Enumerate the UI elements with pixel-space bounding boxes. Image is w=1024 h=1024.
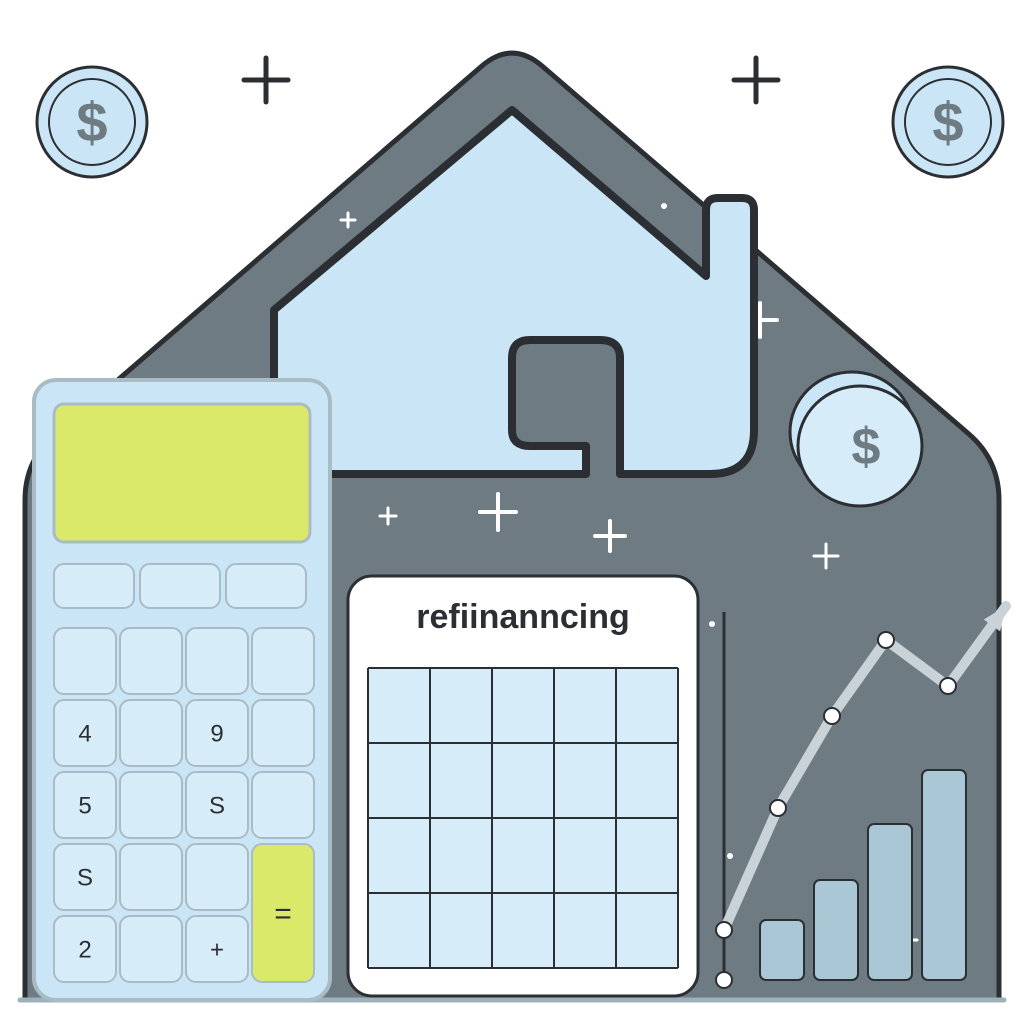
calculator-key-label: = xyxy=(274,898,292,931)
dollar-sign-icon: $ xyxy=(932,91,963,154)
calculator-button xyxy=(252,628,314,694)
dollar-sign-icon: $ xyxy=(852,418,881,476)
calculator-button xyxy=(252,700,314,766)
chart-marker xyxy=(770,800,786,816)
calculator-button xyxy=(54,628,116,694)
chart-marker xyxy=(824,708,840,724)
calculator: 4 9 5 S S 2 + = xyxy=(34,380,330,1000)
calculator-button xyxy=(226,564,306,608)
chart-marker xyxy=(716,922,732,938)
coin-top_right: $ xyxy=(893,67,1003,177)
chart-bar xyxy=(922,770,966,980)
calendar-card: refiinanncing xyxy=(348,576,698,996)
house-icon xyxy=(274,110,754,474)
calculator-key-label: + xyxy=(210,936,224,963)
calculator-button xyxy=(120,772,182,838)
calculator-button xyxy=(120,700,182,766)
calculator-button xyxy=(120,628,182,694)
refinancing-infographic: $ $ $4 9 5 S S 2 + = refiinanncing xyxy=(0,0,1024,1024)
calculator-button xyxy=(140,564,220,608)
calculator-key-label: 4 xyxy=(78,720,91,747)
calculator-button xyxy=(186,628,248,694)
chart-bar xyxy=(868,824,912,980)
dollar-sign-icon: $ xyxy=(76,91,107,154)
calculator-button xyxy=(120,916,182,982)
calculator-key-label: S xyxy=(77,864,93,891)
chart-marker xyxy=(878,632,894,648)
chart-bar xyxy=(760,920,804,980)
calculator-screen xyxy=(54,404,310,542)
chart-marker xyxy=(940,678,956,694)
coin-top_left: $ xyxy=(37,67,147,177)
calculator-button xyxy=(120,844,182,910)
chart-bar xyxy=(814,880,858,980)
calculator-button xyxy=(186,844,248,910)
calculator-key-label: 2 xyxy=(78,936,91,963)
calculator-key-label: 9 xyxy=(210,720,223,747)
calculator-key-label: S xyxy=(209,792,225,819)
calculator-key-label: 5 xyxy=(78,792,91,819)
calendar-title: refiinanncing xyxy=(416,598,629,636)
calculator-button xyxy=(54,564,134,608)
calculator-button xyxy=(252,772,314,838)
